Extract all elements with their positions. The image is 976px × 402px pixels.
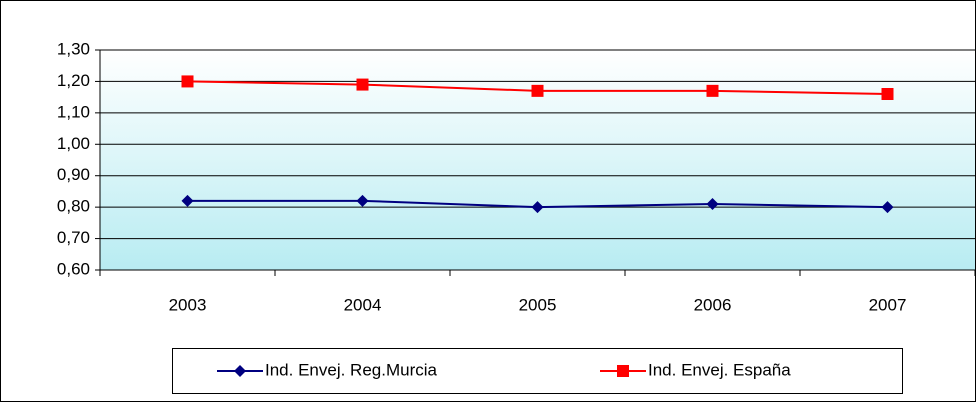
data-point [706,84,719,97]
legend-marker [234,365,246,377]
legend-box [172,348,903,394]
legend-label: Ind. Envej. Reg.Murcia [265,360,438,379]
data-point [356,78,369,91]
data-point [181,75,194,88]
data-point [881,201,894,214]
y-tick-label: 1,30 [57,39,90,58]
x-tick-label: 2005 [519,295,557,314]
data-point [531,84,544,97]
x-tick-label: 2003 [169,295,207,314]
data-point [356,194,369,207]
y-tick-label: 1,20 [57,71,90,90]
data-point [181,194,194,207]
y-tick-label: 0,80 [57,197,90,216]
y-tick-label: 1,10 [57,102,90,121]
y-tick-label: 0,90 [57,165,90,184]
data-point [531,201,544,214]
x-tick-label: 2004 [344,295,382,314]
legend-marker [617,365,629,377]
y-tick-label: 1,00 [57,134,90,153]
legend-label: Ind. Envej. España [648,360,791,379]
data-point [706,198,719,210]
x-tick-label: 2006 [694,295,732,314]
x-tick-label: 2007 [869,295,907,314]
data-point [881,88,894,100]
y-tick-label: 0,70 [57,228,90,247]
y-tick-label: 0,60 [57,259,90,278]
